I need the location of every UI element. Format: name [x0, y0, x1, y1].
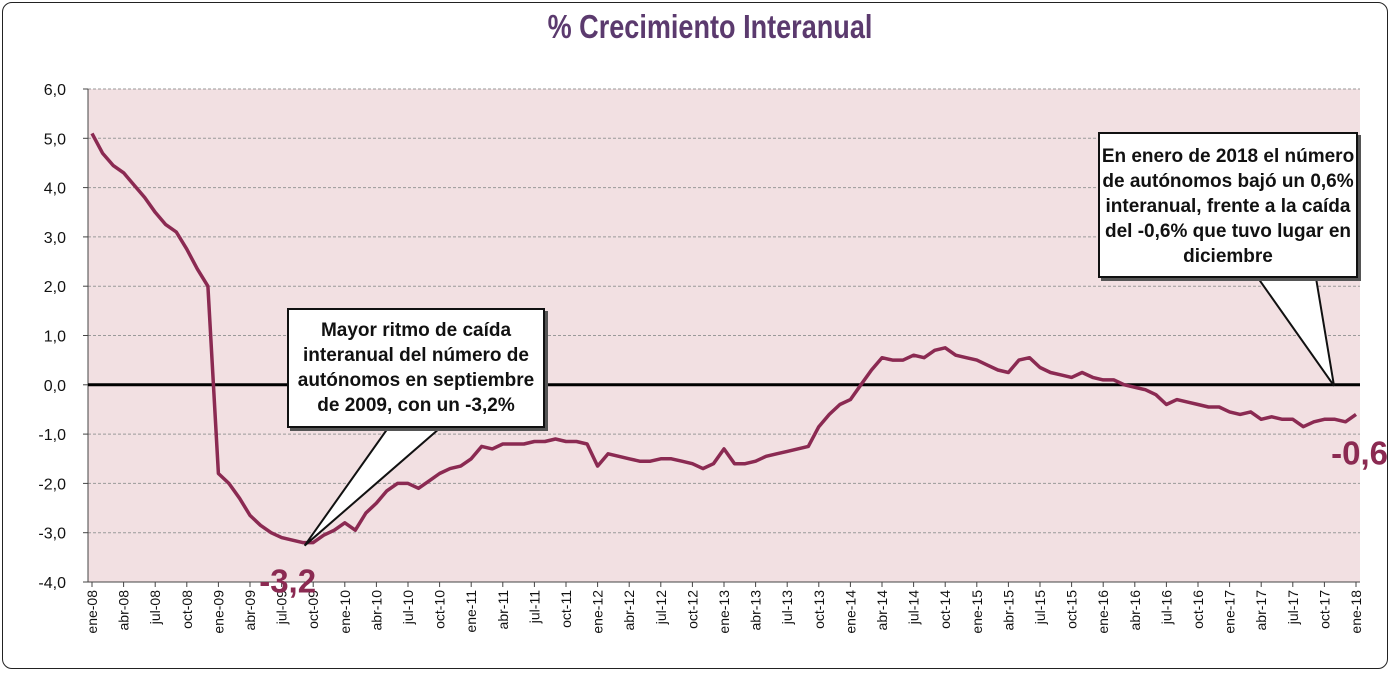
x-tick-label: abr-09 [242, 590, 258, 631]
x-tick-label: abr-17 [1253, 590, 1269, 631]
callout-line: autónomos en septiembre [297, 370, 535, 391]
x-tick-label: ene-14 [842, 590, 858, 634]
x-tick-label: jul-16 [1158, 590, 1174, 625]
x-tick-label: ene-15 [969, 590, 985, 634]
data-label-latest: -0,6 [1331, 434, 1388, 471]
x-tick-label: abr-15 [1000, 590, 1016, 631]
x-tick-label: jul-10 [400, 590, 416, 625]
annotation-callout-min: Mayor ritmo de caída interanual del núme… [287, 308, 545, 428]
x-tick-label: abr-12 [621, 590, 637, 631]
y-tick-label: 2,0 [44, 279, 66, 296]
x-tick-label: ene-18 [1348, 590, 1364, 634]
y-tick-label: -3,0 [38, 526, 66, 543]
y-tick-label: 5,0 [44, 131, 66, 148]
y-tick-label: -1,0 [38, 427, 66, 444]
data-label-min: -3,2 [259, 563, 316, 600]
x-tick-label: ene-10 [337, 590, 353, 634]
x-tick-label: oct-13 [811, 590, 827, 629]
x-tick-label: abr-10 [368, 590, 384, 631]
y-tick-label: 3,0 [44, 230, 66, 247]
callout-line: de autónomos bajó un 0,6% [1102, 171, 1354, 192]
x-tick-label: jul-14 [906, 590, 922, 625]
y-tick-label: -4,0 [38, 575, 66, 592]
series-group [90, 132, 1358, 545]
x-tick-label: jul-13 [779, 590, 795, 625]
y-tick-label: 6,0 [44, 82, 66, 99]
x-tick-label: abr-16 [1127, 590, 1143, 631]
data-labels: -3,2 -0,6 [259, 434, 1388, 599]
x-tick-label: abr-08 [116, 590, 132, 631]
x-tick-label: jul-17 [1285, 590, 1301, 625]
y-tick-label: -2,0 [38, 476, 66, 493]
x-tick-label: oct-17 [1316, 590, 1332, 629]
x-tick-label: oct-14 [937, 590, 953, 629]
x-tick-label: jul-11 [526, 590, 542, 624]
x-tick-label: abr-11 [495, 590, 511, 630]
x-tick-label: jul-08 [147, 590, 163, 625]
x-tick-label: jul-12 [653, 590, 669, 625]
callout-line: Mayor ritmo de caída [320, 320, 512, 341]
series-line [90, 132, 1358, 545]
x-tick-label: ene-17 [1222, 590, 1238, 634]
x-tick-label: ene-09 [210, 590, 226, 634]
y-tick-label: 1,0 [44, 329, 66, 346]
x-tick-label: abr-14 [874, 590, 890, 631]
callout-line: interanual, frente a la caída [1105, 196, 1351, 217]
x-tick-label: ene-13 [716, 590, 732, 634]
x-axis: ene-08 abr-08 jul-08 oct-08 ene-09 abr-09 jul-… [84, 581, 1364, 634]
x-tick-label: oct-08 [179, 590, 195, 629]
x-tick-label: abr-13 [748, 590, 764, 631]
callout-line: del -0,6% que tuvo lugar en [1105, 221, 1351, 242]
x-tick-label: oct-16 [1190, 590, 1206, 629]
callout-line: En enero de 2018 el número [1101, 146, 1355, 167]
x-tick-label: oct-15 [1064, 590, 1080, 629]
x-tick-label: oct-09 [305, 590, 321, 629]
x-tick-label: jul-09 [274, 590, 290, 625]
x-tick-label: ene-16 [1095, 590, 1111, 634]
chart-title: % Crecimiento Interanual [547, 8, 873, 45]
x-tick-label: oct-12 [684, 590, 700, 629]
x-tick-label: ene-12 [590, 590, 606, 634]
x-tick-label: ene-11 [463, 590, 479, 633]
y-axis: -4,0 -3,0 -2,0 -1,0 0,0 1,0 2,0 3,0 4,0 5,0 6,0 [38, 82, 89, 592]
y-tick-label: 4,0 [44, 181, 66, 198]
x-tick-label: oct-10 [432, 590, 448, 629]
x-tick-label: ene-08 [84, 590, 100, 634]
x-tick-label: jul-15 [1032, 590, 1048, 625]
callout-line: diciembre [1183, 246, 1273, 267]
callout-line: interanual del número de [303, 345, 529, 366]
x-tick-label: oct-11 [558, 590, 574, 628]
annotation-callout-latest: En enero de 2018 el número de autónomos … [1098, 132, 1358, 278]
y-tick-label: 0,0 [44, 378, 66, 395]
callout-line: de 2009, con un -3,2% [317, 395, 515, 416]
